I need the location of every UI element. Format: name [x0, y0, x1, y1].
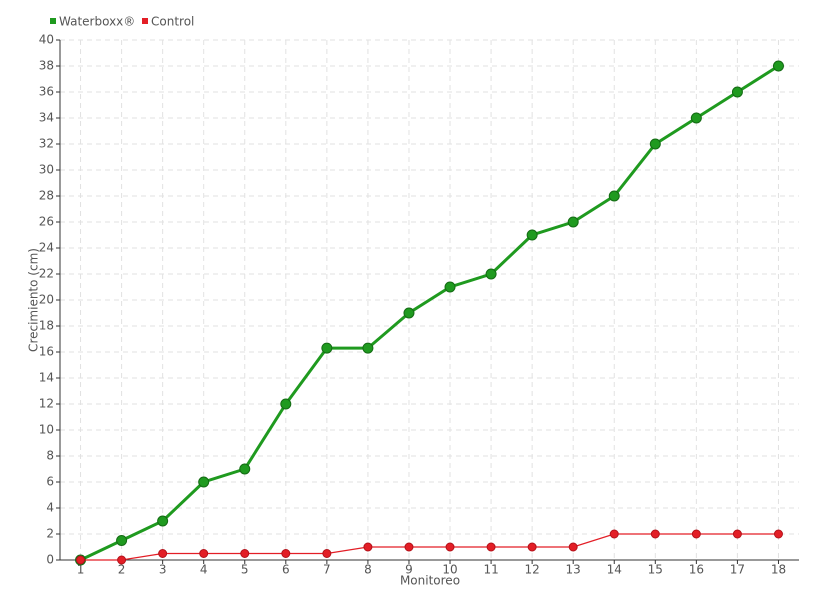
x-tick-label: 1: [77, 563, 85, 577]
y-tick-label: 34: [39, 111, 54, 125]
data-point: [650, 529, 660, 539]
x-tick-label: 6: [282, 563, 290, 577]
data-point: [116, 535, 128, 546]
x-tick-label: 9: [405, 563, 413, 577]
data-point: [445, 542, 455, 552]
y-tick-label: 38: [39, 59, 54, 73]
data-point: [281, 549, 291, 558]
data-point: [486, 542, 496, 552]
series-line: [79, 64, 780, 562]
x-tick-label: 4: [200, 563, 208, 577]
series-line: [80, 533, 779, 561]
x-tick-label: 16: [689, 563, 704, 577]
x-tick-label: 14: [607, 563, 622, 577]
data-point: [485, 268, 497, 280]
data-point: [691, 529, 701, 539]
x-tick-label: 13: [566, 563, 581, 577]
x-tick-label: 5: [241, 563, 249, 577]
data-point: [609, 529, 619, 539]
data-point: [649, 138, 661, 150]
y-tick-label: 6: [46, 475, 54, 489]
data-point: [404, 542, 414, 552]
data-point: [117, 555, 127, 565]
data-point: [567, 216, 579, 228]
data-point: [158, 549, 168, 558]
x-tick-label: 7: [323, 563, 331, 577]
y-tick-label: 18: [39, 319, 54, 333]
legend-label: Waterboxx®: [59, 15, 135, 29]
data-point: [322, 549, 332, 558]
data-point: [321, 342, 333, 354]
data-point: [772, 60, 784, 72]
y-tick-label: 30: [39, 163, 54, 177]
data-point: [568, 542, 578, 552]
data-point: [608, 190, 620, 202]
y-tick-label: 32: [39, 137, 54, 151]
data-point: [198, 476, 210, 488]
x-tick-label: 11: [483, 563, 498, 577]
y-tick-label: 16: [39, 345, 54, 359]
y-axis-label: Crecimiento (cm): [27, 248, 41, 352]
data-point: [444, 281, 456, 293]
x-tick-label: 15: [648, 563, 663, 577]
x-tick-label: 17: [730, 563, 745, 577]
x-axis-label: Monitoreo: [400, 574, 460, 588]
data-point: [240, 549, 250, 558]
data-point: [403, 307, 415, 319]
data-point: [527, 542, 537, 552]
data-point: [773, 529, 783, 539]
x-tick-label: 3: [159, 563, 167, 577]
data-point: [362, 342, 374, 354]
data-point: [363, 542, 373, 552]
data-point: [239, 463, 251, 475]
data-point: [199, 549, 209, 558]
x-tick-label: 12: [524, 563, 539, 577]
legend-swatch: [50, 18, 56, 24]
data-point: [157, 515, 169, 527]
legend-swatch: [142, 18, 148, 24]
x-tick-label: 8: [364, 563, 372, 577]
y-tick-label: 8: [46, 449, 54, 463]
y-tick-label: 14: [39, 371, 54, 385]
y-tick-label: 24: [39, 241, 54, 255]
data-point: [280, 398, 292, 410]
y-tick-label: 10: [39, 423, 54, 437]
data-point: [76, 555, 86, 565]
x-tick-label: 10: [442, 563, 457, 577]
y-tick-label: 20: [39, 293, 54, 307]
y-tick-label: 26: [39, 215, 54, 229]
y-tick-label: 2: [46, 527, 54, 541]
y-tick-label: 28: [39, 189, 54, 203]
data-point: [690, 112, 702, 124]
y-tick-label: 36: [39, 85, 54, 99]
x-tick-label: 2: [118, 563, 126, 577]
data-point: [732, 529, 742, 539]
y-tick-label: 4: [46, 501, 54, 515]
data-point: [731, 86, 743, 98]
y-tick-label: 40: [39, 33, 54, 47]
x-tick-label: 18: [771, 563, 786, 577]
data-point: [526, 229, 538, 241]
y-tick-label: 12: [39, 397, 54, 411]
y-tick-label: 22: [39, 267, 54, 281]
legend-label: Control: [151, 15, 194, 29]
y-tick-label: 0: [46, 553, 54, 567]
